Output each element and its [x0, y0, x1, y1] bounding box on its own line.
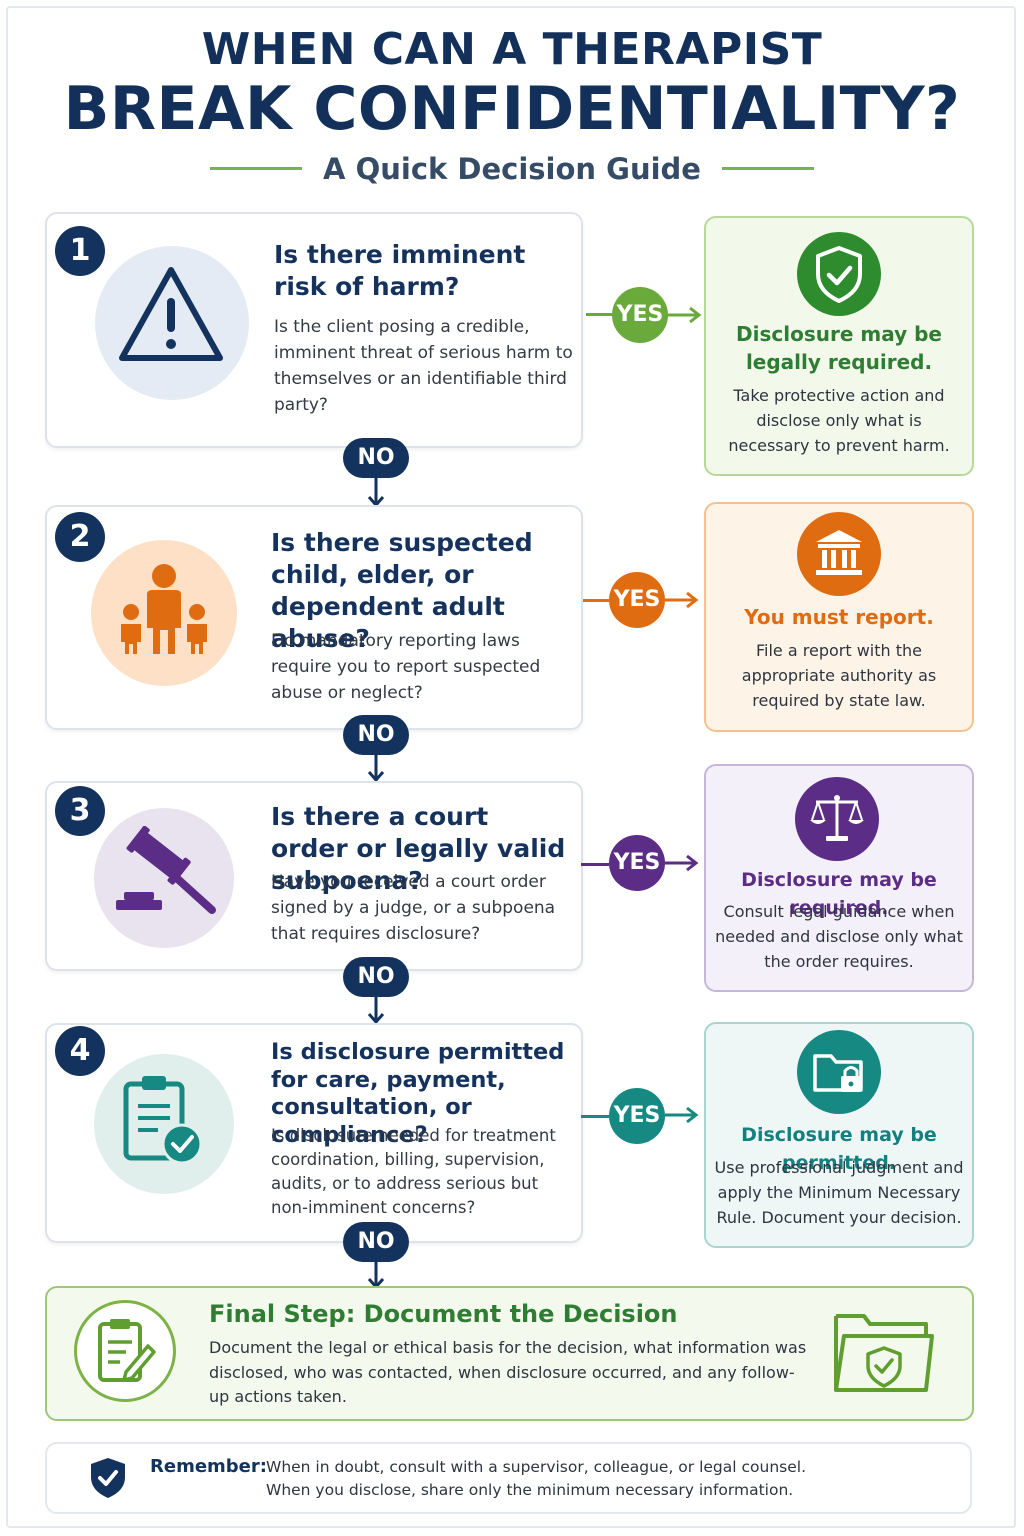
step-number-2: 2 [55, 512, 105, 562]
final-step-card [45, 1286, 974, 1421]
answer-title-2: You must report. [744, 605, 934, 629]
remember-card [45, 1442, 972, 1514]
no-label-4: NO [343, 1222, 409, 1262]
question-detail-1: Is the client posing a credible, imminen… [274, 317, 573, 415]
yes-label-1: YES [612, 287, 668, 343]
question-title-3: Is there a court order or legally valid … [271, 802, 566, 895]
answer-text-3: Consult legal guidance when needed and d… [715, 902, 963, 971]
step-number-3: 3 [55, 786, 105, 836]
yes-connector-4 [581, 1115, 609, 1118]
yes-connector-1 [586, 313, 612, 316]
question-title-4: Is disclosure permitted for care, paymen… [271, 1039, 565, 1148]
down-arrow-icon [367, 995, 385, 1025]
yes-label-4: YES [609, 1088, 665, 1144]
answer-text-2: File a report with the appropriate autho… [741, 641, 937, 710]
shield-check-icon [91, 1458, 125, 1498]
question-title-2: Is there suspected child, elder, or depe… [271, 528, 533, 653]
yes-label-2: YES [609, 572, 665, 628]
clipboard-edit-icon [98, 1319, 156, 1382]
question-detail-4: Is disclosure needed for treatment coord… [271, 1126, 556, 1217]
answer-text-4: Use professional judgment and apply the … [714, 1158, 964, 1227]
question-title-1: Is there imminent risk of harm? [274, 240, 526, 301]
remember-text: When in doubt, consult with a supervisor… [266, 1456, 806, 1502]
answer-title-1: Disclosure may be legally required. [736, 322, 942, 374]
answer-text-1: Take protective action and disclose only… [728, 386, 950, 455]
right-arrow-icon [665, 591, 699, 609]
no-label-1: NO [343, 438, 409, 478]
gavel-icon [116, 826, 216, 914]
step-number-4: 4 [55, 1026, 105, 1076]
remember-label: Remember: [150, 1456, 267, 1477]
no-label-3: NO [343, 957, 409, 997]
subtitle-rule-right [722, 167, 814, 170]
title-line-2: BREAK CONFIDENTIALITY? [63, 74, 961, 144]
folder-shield-icon [834, 1314, 934, 1392]
shield-check-icon [816, 246, 862, 303]
title-line-1: WHEN CAN A THERAPIST [201, 24, 823, 75]
remember-line-1: When in doubt, consult with a supervisor… [266, 1458, 806, 1476]
locked-folder-icon [813, 1054, 863, 1092]
answer-title-3: Disclosure may be required. [741, 869, 937, 919]
remember-line-2: When you disclose, share only the minimu… [266, 1481, 794, 1499]
folder-icon-circle [797, 1030, 881, 1114]
yes-connector-2 [583, 599, 609, 602]
subtitle: A Quick Decision Guide [323, 152, 701, 186]
right-arrow-icon [668, 306, 702, 324]
step-number-1: 1 [55, 226, 105, 276]
question-detail-2: Do mandatory reporting laws require you … [271, 631, 541, 703]
final-step-text: Document the legal or ethical basis for … [209, 1338, 807, 1406]
clipboard-check-icon [123, 1076, 203, 1165]
no-label-2: NO [343, 715, 409, 755]
right-arrow-icon [665, 854, 699, 872]
down-arrow-icon [367, 478, 385, 508]
yes-label-3: YES [609, 835, 665, 891]
subtitle-rule-left [210, 167, 302, 170]
down-arrow-icon [367, 753, 385, 783]
page-frame [6, 6, 1016, 1528]
building-icon-circle [797, 512, 881, 596]
question-detail-3: Have you received a court order signed b… [271, 872, 556, 944]
gavel-icon-bg [94, 808, 234, 948]
yes-connector-3 [581, 863, 609, 866]
right-arrow-icon [665, 1106, 699, 1124]
government-building-icon [816, 530, 862, 575]
scales-icon [810, 795, 864, 841]
family-icon [121, 564, 207, 654]
warning-triangle-icon [119, 267, 223, 361]
answer-title-4: Disclosure may be permitted. [741, 1124, 937, 1174]
final-step-title: Final Step: Document the Decision [209, 1300, 678, 1328]
